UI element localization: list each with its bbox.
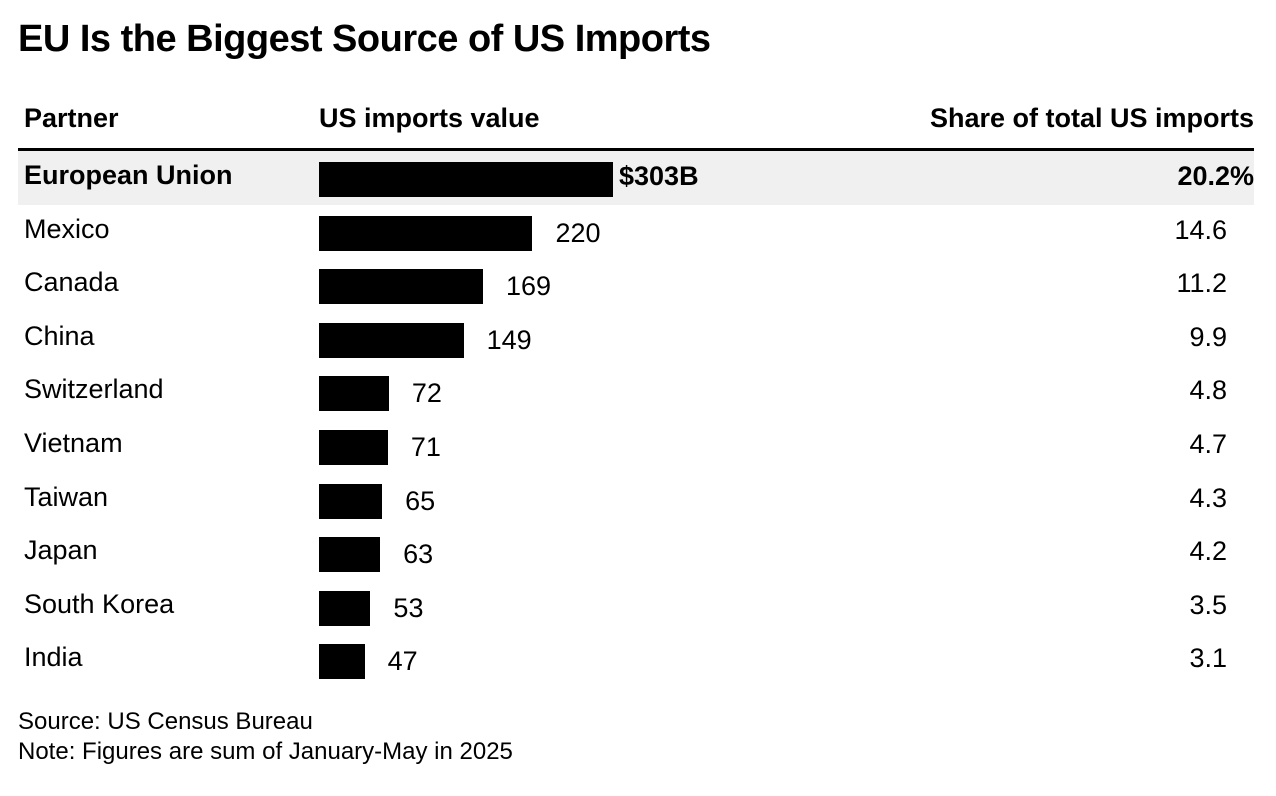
share-value: 4.2 [1189, 536, 1227, 567]
share-value: 3.5 [1189, 589, 1227, 620]
partner-label: Taiwan [24, 481, 109, 512]
bar [319, 162, 613, 197]
partner-label: Vietnam [24, 427, 123, 458]
partner-label: Japan [24, 535, 98, 566]
bar [319, 322, 464, 358]
bar [319, 215, 533, 251]
table-row: India 47 3.1 [18, 633, 1254, 687]
column-header-value: US imports value [319, 103, 540, 133]
bar [319, 590, 371, 626]
share-value: 3.1 [1189, 643, 1227, 674]
share-value: 14.6 [1174, 214, 1227, 245]
table-row: European Union $303B 20.2% [18, 151, 1254, 205]
value-label: 220 [555, 217, 601, 248]
value-label: 71 [410, 431, 441, 462]
partner-label: India [24, 642, 83, 673]
value-label: 63 [403, 539, 434, 570]
share-value: 11.2 [1176, 268, 1227, 299]
bar [319, 644, 365, 680]
share-value: 4.7 [1189, 428, 1227, 459]
table-row: Vietnam 71 4.7 [18, 419, 1254, 473]
column-header-partner: Partner [24, 103, 119, 133]
partner-label: Switzerland [24, 374, 164, 405]
table-row: South Korea 53 3.5 [18, 580, 1254, 634]
header-rule [18, 148, 1254, 151]
footnote: Note: Figures are sum of January-May in … [18, 738, 513, 765]
source-note: Source: US Census Bureau [18, 708, 313, 735]
table-row: Switzerland 72 4.8 [18, 365, 1254, 419]
value-label: 65 [405, 485, 436, 516]
bar [319, 376, 389, 412]
chart-rows: European Union $303B 20.2% Mexico 220 14.6 Can… [18, 151, 1254, 687]
partner-label: South Korea [24, 588, 175, 619]
table-row: China 149 9.9 [18, 312, 1254, 366]
value-label: 169 [505, 271, 552, 302]
bar [319, 269, 483, 305]
partner-label: Mexico [24, 213, 110, 244]
value-label: 47 [387, 646, 418, 677]
bar [319, 429, 388, 465]
value-label: $303B [619, 161, 699, 191]
table-row: Mexico 220 14.6 [18, 205, 1254, 259]
share-value: 9.9 [1189, 321, 1227, 352]
share-value: 20.2% [1177, 161, 1254, 191]
share-value: 4.3 [1189, 482, 1227, 513]
column-header-share: Share of total US imports [929, 103, 1254, 133]
table-row: Taiwan 65 4.3 [18, 473, 1254, 527]
chart-title: EU Is the Biggest Source of US Imports [18, 18, 711, 60]
share-value: 4.8 [1189, 375, 1227, 406]
bar [319, 537, 381, 573]
partner-label: China [24, 320, 95, 351]
value-label: 149 [486, 324, 532, 355]
table-row: Canada 169 11.2 [18, 258, 1254, 312]
value-label: 72 [411, 378, 442, 409]
bar [319, 483, 383, 519]
partner-label: European Union [24, 160, 233, 190]
partner-label: Canada [24, 267, 119, 298]
table-row: Japan 63 4.2 [18, 526, 1254, 580]
value-label: 53 [393, 592, 424, 623]
